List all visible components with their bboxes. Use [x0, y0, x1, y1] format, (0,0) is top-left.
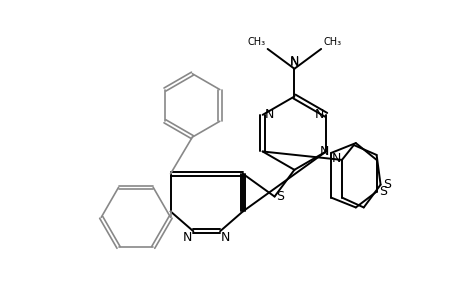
- Text: CH₃: CH₃: [247, 37, 265, 47]
- Text: CH₃: CH₃: [322, 37, 341, 47]
- Text: S: S: [276, 190, 284, 203]
- Text: N: N: [264, 108, 274, 121]
- Text: N: N: [314, 108, 324, 121]
- Text: N: N: [183, 231, 192, 244]
- Text: N: N: [289, 55, 298, 68]
- Text: N: N: [319, 146, 328, 158]
- Text: N: N: [289, 56, 298, 69]
- Text: S: S: [379, 185, 387, 198]
- Text: S: S: [383, 178, 391, 191]
- Text: N: N: [331, 152, 340, 165]
- Text: N: N: [221, 231, 230, 244]
